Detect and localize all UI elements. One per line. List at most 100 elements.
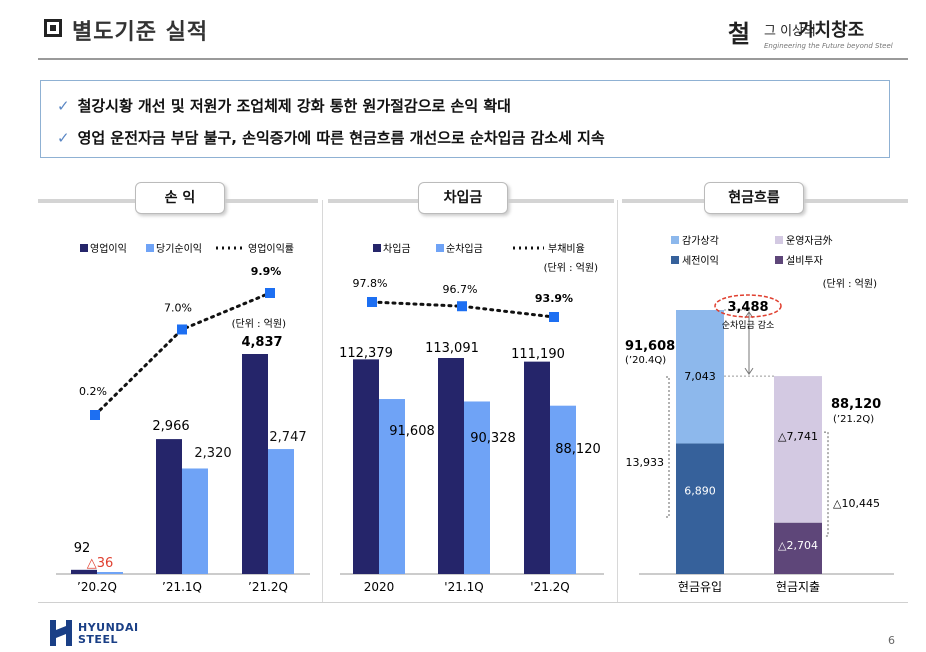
x-tick-label: ’21.2Q — [248, 580, 288, 594]
slogan-char: 철 — [728, 19, 751, 48]
pl-chart: 영업이익 당기순이익 영업이익률 (단위 : 억원) ’20.2Q ’21.1Q ’21.2… — [56, 242, 310, 594]
legend-swatch-depreciation — [671, 236, 679, 244]
data-label-operating-profit: 4,837 — [241, 335, 282, 350]
summary-box: ✓ 철강시황 개선 및 저원가 조업체제 강화 통한 원가절감으로 손익 확대 ✓… — [40, 80, 890, 158]
slogan-english: Engineering the Future beyond Steel — [764, 42, 893, 50]
data-label-debt: 113,091 — [425, 341, 479, 356]
bar-operating-profit — [71, 569, 97, 574]
point-debt-ratio — [549, 312, 559, 322]
data-label-inflow-total: 13,933 — [626, 456, 665, 469]
data-label-debt-ratio: 97.8% — [353, 277, 388, 290]
reduction-arrow-head-down — [744, 367, 754, 375]
point-debt-ratio — [457, 301, 467, 312]
panel-divider — [617, 200, 618, 602]
data-label-highlight-caption: 순차입금 감소 — [722, 319, 775, 331]
data-label-start-period: (’20.4Q) — [625, 355, 666, 366]
bar-capex — [774, 522, 822, 574]
bracket-inflow — [666, 376, 670, 518]
summary-text: 영업 운전자금 부담 불구, 손익증가에 따른 현금흐름 개선으로 순차입금 감… — [77, 129, 605, 147]
reduction-arrow-head-up — [744, 311, 754, 319]
slogan-logo: 철 그 이상의 가치창조 Engineering the Future beyo… — [728, 14, 908, 50]
data-label-net-debt: 88,120 — [555, 442, 601, 457]
bar-net-debt — [379, 399, 405, 574]
data-label-net-debt: 91,608 — [389, 424, 435, 439]
data-label-net-debt: 90,328 — [470, 431, 516, 446]
legend-swatch-capex — [775, 256, 783, 264]
bar-net-debt — [464, 401, 490, 574]
data-label-working-capital: △7,741 — [778, 430, 818, 443]
data-label-operating-margin: 9.9% — [251, 265, 282, 278]
page-title: 별도기준 실적 — [72, 20, 209, 45]
data-label-debt-ratio: 93.9% — [535, 292, 573, 305]
summary-bullet: ✓ 철강시황 개선 및 저원가 조업체제 강화 통한 원가절감으로 손익 확대 — [57, 95, 511, 116]
legend-label: 부채비율 — [548, 243, 585, 255]
cf-panel-title: 현금흐름 — [704, 182, 804, 214]
data-label-net-income: 2,747 — [269, 430, 306, 445]
unit-label: (단위 : 억원) — [544, 261, 598, 274]
company-name-2: STEEL — [78, 633, 118, 646]
point-operating-margin — [177, 324, 187, 335]
bar-net-income — [97, 572, 123, 574]
legend-label: 세전이익 — [682, 255, 719, 267]
data-label-outflow-total: △10,445 — [833, 497, 880, 510]
data-label-debt-ratio: 96.7% — [443, 283, 478, 296]
summary-text: 철강시황 개선 및 저원가 조업체제 강화 통한 원가절감으로 손익 확대 — [77, 97, 511, 115]
panel-divider — [322, 200, 323, 602]
data-label-net-income: △36 — [87, 556, 114, 571]
legend-label: 차입금 — [383, 242, 411, 255]
data-label-net-debt-reduction: 3,488 — [727, 300, 768, 315]
unit-label: (단위 : 억원) — [232, 317, 286, 330]
summary-bullet: ✓ 영업 운전자금 부담 불구, 손익증가에 따른 현금흐름 개선으로 순차입금 … — [57, 127, 605, 148]
x-tick-label: 2020 — [364, 580, 395, 594]
bracket-outflow — [824, 431, 829, 537]
bar-pretax-profit — [676, 443, 724, 574]
data-label-debt: 111,190 — [511, 347, 565, 362]
slogan-end: 가치창조 — [798, 20, 865, 41]
bar-operating-profit — [242, 354, 268, 574]
data-label-end: 88,120 — [831, 397, 881, 412]
data-label-operating-margin: 7.0% — [164, 301, 192, 314]
legend-swatch-net — [146, 244, 154, 252]
point-operating-margin — [90, 410, 100, 420]
x-tick-label: 현금유입 — [678, 580, 722, 594]
legend-label: 감가상각 — [682, 235, 719, 247]
company-name: HYUNDAI — [78, 621, 139, 634]
data-label-operating-profit: 2,966 — [152, 419, 189, 434]
data-label-debt: 112,379 — [339, 346, 393, 361]
legend-swatch-debt — [373, 244, 381, 252]
legend-swatch-net-debt — [436, 244, 444, 252]
bar-operating-profit — [156, 439, 182, 574]
page-number: 6 — [888, 634, 895, 647]
bar-debt — [353, 359, 379, 574]
header-divider — [38, 58, 908, 60]
legend-label: 영업이익률 — [248, 242, 294, 255]
data-label-pretax: 6,890 — [684, 485, 716, 498]
x-tick-label: 현금지출 — [776, 580, 820, 594]
footer-divider — [38, 602, 908, 603]
legend-label: 당기순이익 — [156, 243, 202, 255]
legend-swatch-pretax — [671, 256, 679, 264]
bar-depreciation — [676, 310, 724, 444]
bar-debt — [438, 358, 464, 574]
legend-label: 설비투자 — [786, 255, 823, 267]
legend-label: 운영자금外 — [786, 235, 833, 247]
x-tick-label: '21.2Q — [530, 580, 569, 594]
cashflow-chart: 감가상각 운영자금外 세전이익 설비투자(단위 : 억원) 6,890 7,043 13,9… — [625, 235, 894, 594]
data-label-start: 91,608 — [625, 339, 675, 354]
bar-net-debt — [550, 405, 576, 574]
point-debt-ratio — [367, 297, 377, 307]
data-label-net-income: 2,320 — [194, 446, 231, 461]
title-square-icon — [44, 19, 62, 37]
debt-panel-title: 차입금 — [418, 182, 508, 214]
x-tick-label: ’20.2Q — [77, 580, 117, 594]
hyundai-steel-mark-icon — [50, 620, 72, 646]
highlight-oval — [714, 294, 782, 318]
point-operating-margin — [265, 288, 275, 298]
bar-working-capital — [774, 376, 822, 523]
legend-label: 영업이익 — [90, 242, 127, 255]
data-label-capex: △2,704 — [778, 539, 818, 552]
x-tick-label: ’21.1Q — [162, 580, 202, 594]
debt-chart: 차입금 순차입금 부채비율 (단위 : 억원) 2020 '21.1Q '21.2Q 112,… — [339, 242, 604, 594]
legend-swatch-working-capital — [775, 236, 783, 244]
x-tick-label: '21.1Q — [444, 580, 483, 594]
